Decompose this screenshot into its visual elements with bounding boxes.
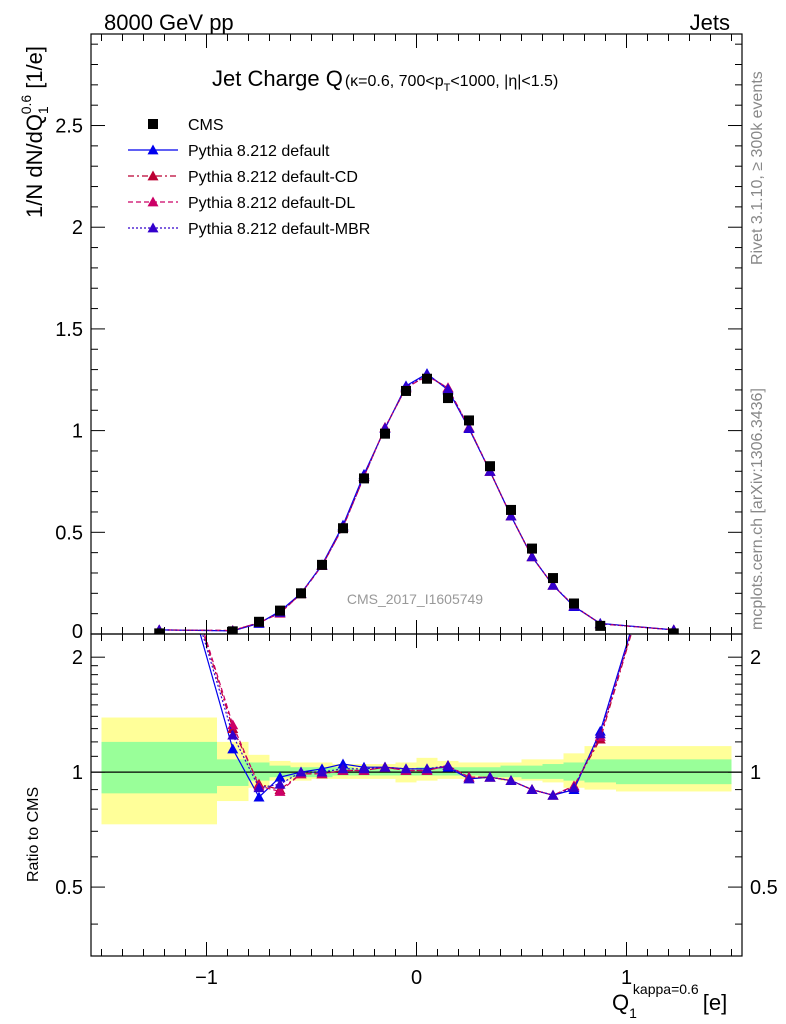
ratio-tick-label-right: 2 xyxy=(750,647,761,669)
cms-point xyxy=(569,598,579,609)
legend-marker xyxy=(147,170,159,181)
series-4-ratio-point xyxy=(358,763,370,774)
legend-marker-cms xyxy=(148,119,158,129)
legend-label: CMS xyxy=(188,117,224,134)
legend-label: Pythia 8.212 default-MBR xyxy=(188,221,370,238)
band-green xyxy=(500,765,522,778)
series-4-ratio-point xyxy=(484,771,496,782)
series-4-ratio-point xyxy=(253,782,265,793)
ratio-tick-label-left: 2 xyxy=(72,647,83,669)
cms-point xyxy=(527,543,537,554)
series-4-ratio-point xyxy=(505,775,517,786)
series-3-ratio-point xyxy=(227,719,239,730)
series-4-ratio-line xyxy=(201,634,631,796)
analysis-watermark: CMS_2017_I1605749 xyxy=(347,591,483,607)
header-right: Jets xyxy=(690,10,730,35)
series-4-point xyxy=(505,510,517,521)
series-4-ratio-point xyxy=(227,729,239,740)
band-green xyxy=(458,767,480,776)
mcplots-label: mcplots.cern.ch [arXiv:1306.3436] xyxy=(749,388,766,630)
cms-point xyxy=(506,504,516,515)
cms-point xyxy=(296,588,306,599)
cms-point xyxy=(359,473,369,484)
ratio-tick-label-left: 1 xyxy=(72,762,83,784)
series-4-point xyxy=(547,579,559,590)
series-4-ratio-point xyxy=(547,789,559,800)
x-tick-label: 1 xyxy=(621,967,632,989)
ratio-tick-label-right: 1 xyxy=(750,762,761,784)
ratio-series xyxy=(199,634,632,802)
series-1-ratio-point xyxy=(253,791,265,802)
series-4-ratio-point xyxy=(442,760,454,771)
y-tick-label: 0.5 xyxy=(55,522,83,544)
cms-point xyxy=(227,626,238,634)
y-tick-label: 2 xyxy=(72,217,83,239)
chart-title: Jet Charge Q (κ=0.6, 700<pT<1000, |η|<1.5… xyxy=(212,66,558,94)
series-3-ratio-point xyxy=(274,785,286,796)
ratio-tick-label-left: 0.5 xyxy=(55,877,83,899)
band-green xyxy=(542,764,564,779)
legend-label: Pythia 8.212 default-CD xyxy=(188,169,358,186)
cms-point xyxy=(464,415,474,426)
cms-point xyxy=(443,393,453,404)
upper-series xyxy=(153,368,680,634)
cms-point xyxy=(338,523,348,534)
cms-point xyxy=(422,373,432,384)
cms-point xyxy=(275,605,285,616)
series-4-ratio-point xyxy=(526,784,538,795)
series-4-ratio-point xyxy=(463,773,475,784)
series-4-ratio-point xyxy=(274,778,286,789)
x-tick-label: 0 xyxy=(411,967,422,989)
cms-point xyxy=(595,620,606,631)
legend-marker xyxy=(147,144,159,155)
series-4-ratio-point xyxy=(421,763,433,774)
cms-point xyxy=(485,461,495,472)
ratio-y-axis-label: Ratio to CMS xyxy=(25,787,42,882)
legend: CMS Pythia 8.212 default Pythia 8.212 defa… xyxy=(128,117,370,238)
legend-marker xyxy=(147,222,159,233)
series-4-ratio-point xyxy=(379,761,391,772)
legend-label: Pythia 8.212 default-DL xyxy=(188,195,355,212)
series-4-point xyxy=(463,422,475,433)
series-1-ratio-point xyxy=(227,743,239,754)
cms-point xyxy=(548,573,558,584)
ratio-tick-label-right: 0.5 xyxy=(750,877,778,899)
cms-point xyxy=(380,428,390,439)
legend-marker xyxy=(147,196,159,207)
band-green xyxy=(101,741,217,794)
series-1-ratio-point xyxy=(274,771,286,782)
y-tick-label: 1.5 xyxy=(55,319,83,341)
series-4-ratio-point xyxy=(568,782,580,793)
band-green xyxy=(584,759,616,783)
y-tick-label: 2.5 xyxy=(55,116,83,138)
ratio-bands xyxy=(101,717,732,825)
series-4-ratio-point xyxy=(295,766,307,777)
series-4-ratio-point xyxy=(594,728,606,739)
series-4-ratio-point xyxy=(316,766,328,777)
y-tick-label-zero: 0 xyxy=(72,621,83,643)
series-4-ratio-point xyxy=(400,763,412,774)
cms-point xyxy=(668,628,679,634)
cms-point xyxy=(154,628,165,634)
y-axis-label: 1/N dN/dQ10.6[1/e] xyxy=(18,46,51,218)
ticks xyxy=(91,34,742,956)
x-tick-label: −1 xyxy=(195,967,218,989)
y-tick-label: 1 xyxy=(72,421,83,443)
legend-label: Pythia 8.212 default xyxy=(188,143,330,160)
header-left: 8000 GeV pp xyxy=(104,10,234,35)
cms-point xyxy=(401,385,411,396)
rivet-label: Rivet 3.1.10, ≥ 300k events xyxy=(749,71,766,265)
cms-point xyxy=(254,616,264,627)
cms-point xyxy=(317,559,327,570)
series-4-point xyxy=(526,551,538,562)
series-4-point xyxy=(442,383,454,394)
series-4-ratio-point xyxy=(337,763,349,774)
band-green xyxy=(269,765,291,778)
x-axis-label: Q1kappa=0.6[e] xyxy=(612,981,727,1021)
